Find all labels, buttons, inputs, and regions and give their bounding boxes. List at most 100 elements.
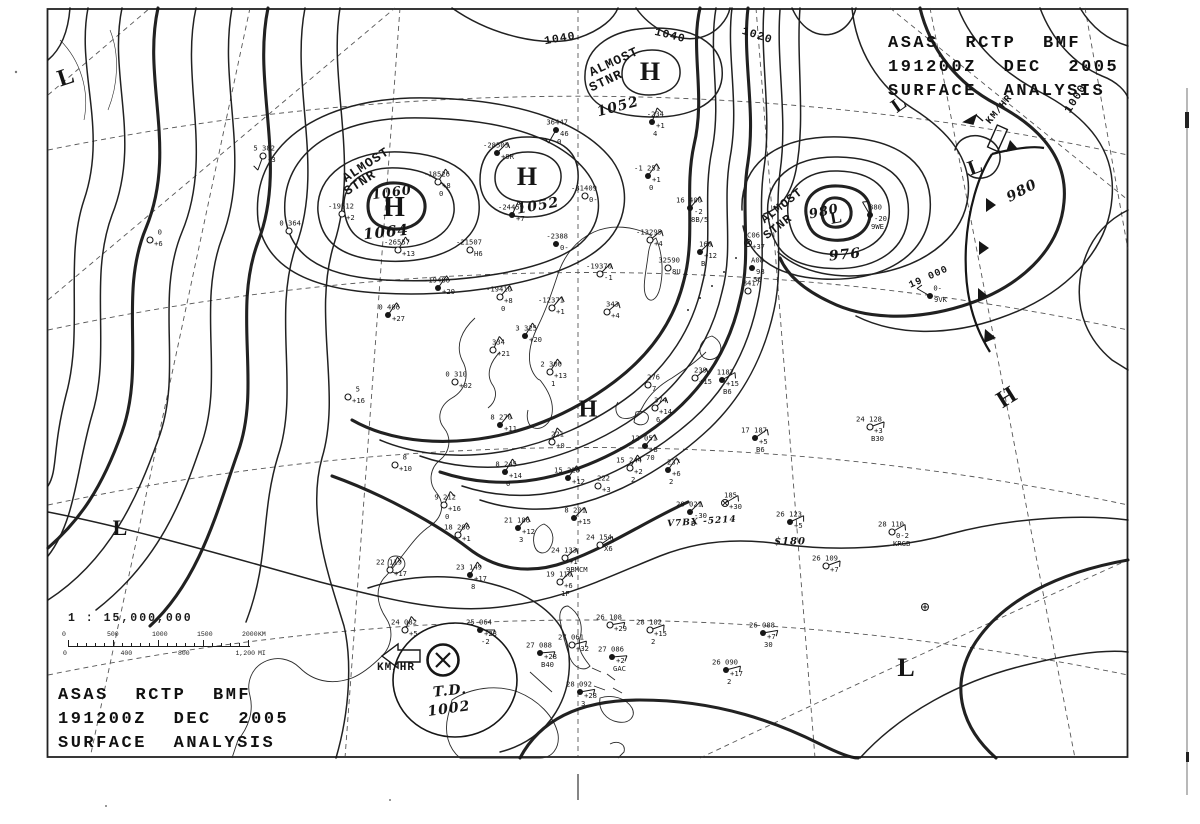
station-data-text: -1 [604, 273, 613, 282]
station-marker [553, 127, 559, 133]
station-data-text: 374 [654, 396, 667, 405]
station-data-text: +14 [509, 471, 522, 480]
kuril-island-dots [687, 257, 737, 311]
station-plot: -19410 +80 [486, 285, 513, 314]
station-data-text: 16 400 [676, 196, 702, 205]
station-marker [581, 192, 589, 200]
station-data-text: 0 310 [445, 370, 467, 379]
station-data-text: 237 [667, 458, 680, 467]
station-data-text: -24459 [498, 203, 524, 212]
station-data-text: GAC [613, 664, 626, 673]
station-marker [146, 236, 154, 244]
station-data-text: 0 [506, 479, 510, 488]
station-marker [609, 654, 615, 660]
station-plot: 343+4 [603, 300, 621, 320]
station-marker [451, 378, 459, 386]
station-data-text: 3 325 [515, 324, 537, 333]
station-data-text: 0 [439, 189, 443, 198]
station-plot: 8 270 +11 [490, 413, 517, 434]
station-data-text: 334 [492, 338, 505, 347]
station-marker [548, 304, 556, 312]
station-data-text: -19486 [424, 276, 450, 285]
station-data-text: +15 [578, 517, 591, 526]
station-plot: -18526 +80 [424, 168, 451, 198]
station-data-text: +30 [729, 502, 742, 511]
station-plot: 0 406 +27 [378, 302, 405, 323]
station-data-text: -19370 [586, 262, 612, 271]
station-data-text: A08 [751, 256, 764, 265]
station-data-text: 168 [699, 240, 712, 249]
station-data-text: +12 [572, 477, 585, 486]
station-plot: 28 102 +152 [636, 618, 667, 647]
station-plot: -31409 0- [571, 184, 598, 205]
station-data-text: -2 [481, 637, 490, 646]
station-data-text: 28 102 [636, 618, 662, 627]
station-data-text: +4 [611, 311, 620, 320]
station-plot: 0+6 [146, 228, 163, 248]
station-plot: 3 325 +20 [515, 322, 542, 344]
station-marker [509, 212, 515, 218]
station-data-text: +23 [484, 629, 497, 638]
coastlines [59, 29, 737, 759]
station-data-text: 21 186 [504, 516, 530, 525]
station-marker [385, 312, 391, 318]
station-marker [697, 249, 703, 255]
station-marker [522, 333, 528, 339]
station-marker [927, 293, 933, 299]
station-marker [548, 438, 556, 446]
station-plot: -2388 0- [546, 232, 568, 253]
station-data-text: 8 270 [490, 413, 512, 422]
station-marker [626, 464, 634, 472]
station-data-text: 4 [653, 129, 657, 138]
station-data-text: +16 [352, 396, 365, 405]
station-data-text: 343 [606, 300, 619, 309]
station-data-text: B40 [541, 660, 554, 669]
station-data-text: 0 [445, 512, 449, 521]
station-data-text: 9VK [934, 295, 948, 304]
station-data-text: 0- [560, 243, 569, 252]
station-data-text: +11 [504, 424, 517, 433]
station-plot: 18 206 +1 [444, 522, 471, 543]
station-plot: 16 400 -28B/5 [676, 196, 708, 225]
station-data-text: 19 110 [546, 570, 572, 579]
station-data-text: 8 245 [495, 460, 517, 469]
station-data-text: 12 051 [631, 434, 657, 443]
cold-front-triangles [978, 140, 1018, 343]
station-data-text: 23 149 [456, 563, 482, 572]
scan-artifacts [14, 70, 1189, 807]
station-data-text: 46 [560, 129, 569, 138]
station-data-text: +32 [576, 644, 589, 653]
station-data-text: 28 092 [566, 680, 592, 689]
stations-layer: 5 382-30 364-19512+2-18526+80-28503+9R36… [146, 107, 948, 708]
station-data-text: 2 [669, 477, 673, 486]
station-data-text: +21 [497, 349, 510, 358]
station-marker [497, 422, 503, 428]
station-marker [386, 566, 394, 574]
station-marker [494, 150, 500, 156]
station-plot: 5 382 -3 [253, 144, 276, 171]
station-data-text: -2388 [546, 232, 568, 241]
station-data-text: 26 090 [712, 658, 738, 667]
station-data-text: 30 [764, 640, 773, 649]
station-data-text: 26 109 [812, 554, 838, 563]
station-data-text: +7 [830, 565, 839, 574]
station-marker [888, 528, 896, 536]
station-data-text: 27 086 [598, 645, 624, 654]
station-data-text: 32590 [658, 256, 680, 265]
station-plot: C06+37 [744, 231, 765, 251]
station-data-text: +3 [602, 485, 611, 494]
station-data-text: +12 [704, 251, 717, 260]
station-data-text: +28 [544, 652, 557, 661]
map-frame [46, 8, 1129, 758]
station-plot: -1 251 +10 [634, 163, 661, 192]
td-movement-arrow [380, 642, 421, 670]
station-data-text: 1187 [717, 368, 734, 377]
station-marker [496, 293, 504, 301]
movement-arrow-icon [962, 113, 984, 125]
station-marker [752, 435, 758, 441]
station-data-text: 5 382 [253, 144, 275, 153]
station-marker [561, 554, 569, 562]
station-data-text: 2 [727, 677, 731, 686]
station-data-text: B6 [723, 387, 732, 396]
